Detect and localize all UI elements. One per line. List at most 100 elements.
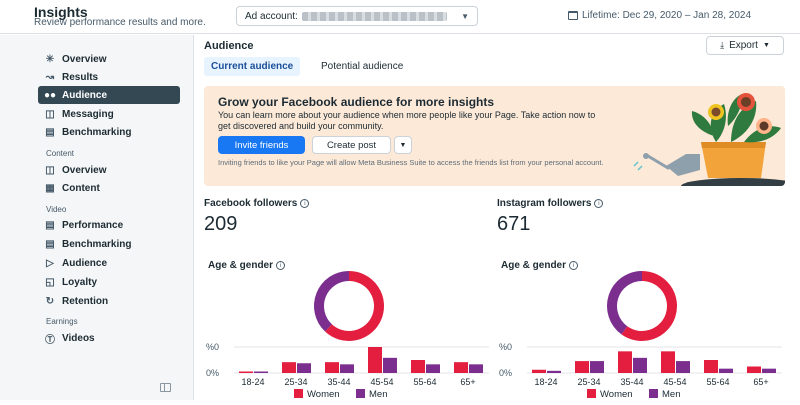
age-gender-chart-svg: %0 0% 18-24 25-34 35-44 45-54 55-64 65+ Women Men [499, 271, 782, 400]
sidebar-item-video-benchmarking[interactable]: ▤ Benchmarking [38, 235, 180, 253]
sidebar-item-video-audience[interactable]: ▷ Audience [38, 254, 180, 272]
date-range-label: Lifetime: Dec 29, 2020 – Jan 28, 2024 [582, 10, 752, 21]
facebook-followers-value: 209 [204, 213, 238, 235]
sidebar-item-videos[interactable]: Ⓣ Videos [38, 329, 180, 347]
bar-women-65+[interactable] [747, 366, 761, 374]
bar-women-25-34[interactable] [282, 362, 296, 373]
sidebar-item-content[interactable]: ▦ Content [38, 179, 180, 197]
y-tick-label: %0 [206, 342, 219, 352]
bar-women-55-64[interactable] [411, 360, 425, 373]
sidebar-item-retention[interactable]: ↻ Retention [38, 292, 180, 310]
plant-illustration [633, 93, 785, 186]
info-icon[interactable]: i [276, 261, 286, 270]
x-tick-label: 35-44 [327, 377, 350, 387]
download-icon: ⤓ [720, 40, 725, 50]
refresh-icon: ↻ [45, 295, 55, 307]
page-subtitle: Review performance results and more. [34, 17, 206, 28]
sidebar-item-messaging[interactable]: ◫ Messaging [38, 105, 180, 123]
bar-women-55-64[interactable] [704, 360, 718, 373]
ad-account-selector[interactable]: Ad account: ▼ [236, 6, 478, 26]
sidebar-item-audience[interactable]: ●● Audience [38, 86, 180, 104]
donut-slice-women [621, 271, 677, 341]
legend-label: Men [662, 389, 680, 400]
x-tick-label: 18-24 [241, 377, 264, 387]
sidebar-item-label: Videos [62, 332, 95, 344]
info-icon[interactable]: i [300, 199, 310, 208]
sidebar-item-performance[interactable]: ▤ Performance [38, 216, 180, 234]
sidebar-item-results[interactable]: ↝ Results [38, 68, 180, 86]
section-earnings: Earnings [46, 317, 78, 326]
info-icon[interactable]: i [569, 261, 579, 270]
sidebar-item-loyalty[interactable]: ◱ Loyalty [38, 273, 180, 291]
donut-slice-men [607, 271, 643, 335]
chevron-down-icon: ▼ [461, 11, 469, 21]
x-tick-label: 65+ [460, 377, 475, 387]
bar-men-55-64[interactable] [719, 368, 733, 373]
legend-label: Women [307, 389, 340, 400]
promo-note: Inviting friends to like your Page will … [218, 158, 604, 167]
instagram-followers-value: 671 [497, 213, 531, 235]
tab-potential-audience[interactable]: Potential audience [321, 61, 404, 72]
create-post-button[interactable]: Create post [312, 136, 391, 154]
facebook-age-gender-chart: %0 0% 18-24 25-34 35-44 45-54 55-64 65+ Women Men [204, 271, 494, 400]
sidebar-item-label: Overview [62, 53, 107, 65]
legend-swatch [294, 389, 303, 398]
bar-men-25-34[interactable] [297, 363, 311, 373]
bar-men-45-54[interactable] [676, 361, 690, 373]
info-icon[interactable]: i [594, 199, 604, 208]
bar-women-35-44[interactable] [618, 351, 632, 373]
sidebar-item-overview[interactable]: ✳ Overview [38, 50, 180, 68]
invite-friends-button[interactable]: Invite friends [218, 136, 305, 154]
bar-men-18-24[interactable] [547, 370, 561, 373]
bar-men-35-44[interactable] [340, 364, 354, 373]
page-title: Insights [34, 4, 88, 20]
bar-men-55-64[interactable] [426, 364, 440, 373]
bar-women-18-24[interactable] [532, 369, 546, 373]
x-tick-label: 18-24 [534, 377, 557, 387]
export-label: Export [729, 40, 758, 51]
bar-women-45-54[interactable] [661, 351, 675, 373]
instagram-age-gender-chart: %0 0% 18-24 25-34 35-44 45-54 55-64 65+ Women Men [497, 271, 787, 400]
bar-men-45-54[interactable] [383, 357, 397, 373]
chevron-down-icon: ▼ [399, 141, 407, 149]
x-tick-label: 45-54 [370, 377, 393, 387]
section-title: Audience [204, 40, 254, 52]
sidebar-item-benchmarking[interactable]: ▤ Benchmarking [38, 123, 180, 141]
bar-women-65+[interactable] [454, 362, 468, 373]
date-range-picker[interactable]: Lifetime: Dec 29, 2020 – Jan 28, 2024 [568, 10, 751, 21]
legend-label: Women [600, 389, 633, 400]
dollar-icon: Ⓣ [45, 334, 55, 346]
sidebar-item-label: Audience [62, 257, 108, 269]
sidebar-item-label: Content [62, 182, 100, 194]
donut-slice-women [325, 271, 384, 341]
sidebar-item-label: Benchmarking [62, 238, 132, 250]
bar-women-45-54[interactable] [368, 347, 382, 373]
sidebar-item-label: Performance [62, 219, 124, 231]
sidebar-item-label: Overview [62, 164, 107, 176]
bar-men-18-24[interactable] [254, 371, 268, 374]
legend-label: Men [369, 389, 387, 400]
video-icon: ▷ [46, 257, 54, 269]
bar-women-35-44[interactable] [325, 362, 339, 373]
facebook-followers-label: Facebook followers i [204, 198, 310, 209]
collapse-sidebar-icon[interactable] [160, 383, 171, 392]
y-tick-label: %0 [499, 342, 512, 352]
sidebar-item-content-overview[interactable]: ◫ Overview [38, 161, 180, 179]
bar-women-25-34[interactable] [575, 361, 589, 373]
bar-men-35-44[interactable] [633, 357, 647, 373]
legend-swatch [356, 389, 365, 398]
section-content: Content [46, 149, 75, 158]
bar-women-18-24[interactable] [239, 371, 253, 374]
more-options-button[interactable]: ▼ [394, 136, 412, 154]
bars-icon: ▤ [45, 126, 55, 138]
x-tick-label: 55-64 [706, 377, 729, 387]
sidebar-item-label: Audience [62, 89, 108, 101]
tab-current-audience[interactable]: Current audience [204, 57, 301, 76]
card-label-text: Age & gender [208, 260, 274, 271]
export-button[interactable]: ⤓ Export ▼ [706, 36, 784, 55]
chat-icon: ◫ [45, 108, 55, 120]
metric-label-text: Instagram followers [497, 198, 592, 209]
bar-men-25-34[interactable] [590, 361, 604, 373]
bar-men-65+[interactable] [762, 368, 776, 373]
bar-men-65+[interactable] [469, 364, 483, 373]
